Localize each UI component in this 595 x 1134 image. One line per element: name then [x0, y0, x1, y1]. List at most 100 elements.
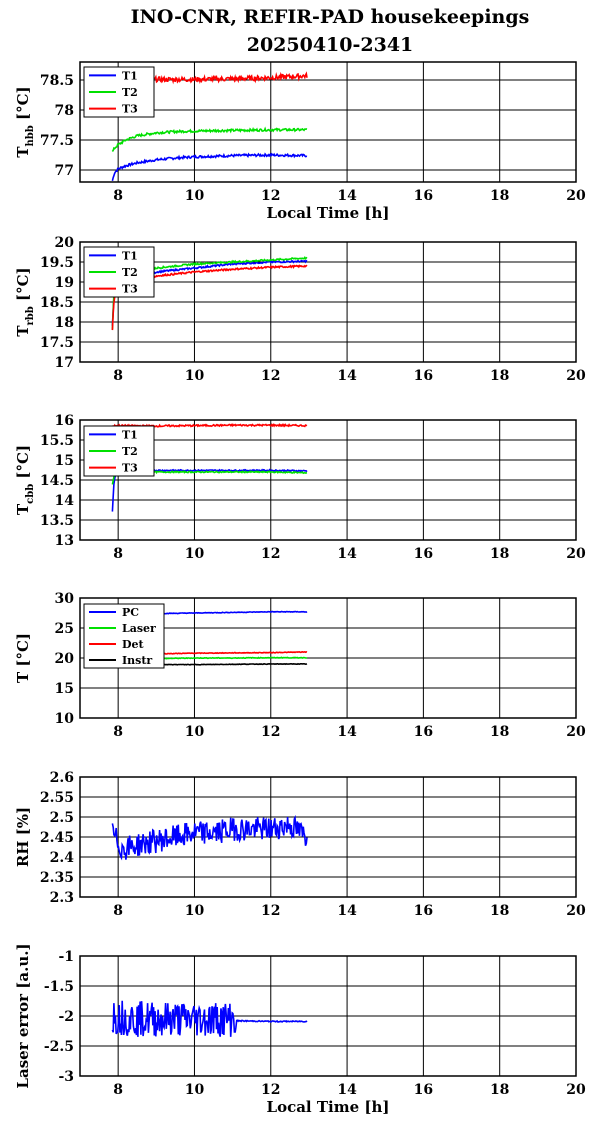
panel-4: 8 10 12 14 16 18 20 10 15 20 25 30 T [°C] PC Laser Det I… [14, 591, 586, 740]
x-tick-label: 18 [490, 1082, 509, 1098]
y-tick-label: -2.5 [44, 1039, 74, 1055]
y-tick-label: 17.5 [40, 335, 74, 351]
x-tick-label: 12 [261, 546, 280, 562]
x-tick-label: 18 [490, 546, 509, 562]
y-axis-label: Thbb [°C] [14, 86, 36, 157]
x-tick-label: 12 [261, 368, 280, 384]
x-tick-label: 18 [490, 368, 509, 384]
x-tick-label: 8 [113, 1082, 123, 1098]
x-tick-label: 12 [261, 903, 280, 919]
x-tick-label: 10 [185, 903, 205, 919]
x-axis-label: Local Time [h] [267, 204, 390, 222]
x-tick-label: 10 [185, 1082, 205, 1098]
y-axis-label: Laser error [a.u.] [14, 943, 32, 1088]
y-tick-label: 18.5 [40, 295, 74, 311]
legend-label: T1 [122, 69, 138, 82]
figure-subtitle: 20250410-2341 [247, 34, 414, 56]
x-tick-label: 10 [185, 724, 205, 740]
plot-frame [79, 61, 577, 183]
legend-label: Det [122, 638, 145, 651]
series-line-data [111, 1000, 308, 1037]
y-tick-label: 16 [55, 413, 74, 429]
y-tick-label: 30 [55, 591, 75, 607]
x-tick-label: 18 [490, 903, 509, 919]
y-tick-label: 20 [55, 235, 75, 251]
y-tick-label: 2.35 [40, 870, 74, 886]
legend: T1 T2 T3 [83, 246, 155, 298]
y-tick-label: 14 [55, 493, 75, 509]
plot-frame [79, 419, 577, 541]
x-tick-label: 14 [337, 1082, 357, 1098]
y-tick-label: 17 [55, 355, 74, 371]
y-axis-label: T [°C] [14, 633, 32, 683]
panel-2: 8 10 12 14 16 18 20 17 17.5 18 18.5 19 19.5 20 Trbb [°… [14, 235, 586, 384]
y-tick-label: 2.5 [50, 810, 74, 826]
legend: T1 T2 T3 [83, 66, 155, 118]
legend-label: Laser [122, 622, 156, 635]
legend-label: T2 [122, 86, 138, 99]
x-tick-label: 16 [414, 546, 433, 562]
y-tick-label: 77.5 [40, 133, 74, 149]
y-tick-label: 2.6 [50, 770, 74, 786]
plot-frame [79, 955, 577, 1077]
plot-frame [79, 776, 577, 898]
x-tick-label: 10 [185, 188, 205, 204]
x-tick-label: 10 [185, 546, 205, 562]
y-tick-label: 20 [55, 651, 75, 667]
y-tick-label: 78.5 [40, 73, 74, 89]
x-tick-label: 12 [261, 1082, 280, 1098]
y-tick-label: 18 [55, 315, 74, 331]
x-tick-label: 20 [566, 188, 586, 204]
series-line-t2 [111, 126, 308, 152]
legend-label: T1 [122, 249, 138, 262]
series-line-data [111, 814, 308, 861]
plot-frame [79, 241, 577, 363]
y-tick-label: 19 [55, 275, 74, 291]
legend-label: T3 [122, 283, 138, 296]
legend-label: T2 [122, 445, 138, 458]
y-tick-label: 2.45 [40, 830, 74, 846]
x-tick-label: 12 [261, 188, 280, 204]
y-tick-label: 77 [55, 163, 74, 179]
y-tick-label: 13.5 [40, 513, 74, 529]
y-tick-label: 2.4 [50, 850, 75, 866]
y-tick-label: -1.5 [44, 979, 74, 995]
x-tick-label: 20 [566, 546, 586, 562]
y-tick-label: 2.55 [40, 790, 74, 806]
x-tick-label: 20 [566, 368, 586, 384]
x-tick-label: 14 [337, 188, 357, 204]
y-tick-label: 2.3 [50, 890, 74, 906]
panel-5: 8 10 12 14 16 18 20 2.3 2.35 2.4 2.45 2.5 2.55 2.6 RH … [14, 770, 586, 919]
x-tick-label: 14 [337, 368, 357, 384]
y-tick-label: 13 [55, 533, 74, 549]
x-tick-label: 20 [566, 1082, 586, 1098]
x-tick-label: 16 [414, 368, 433, 384]
x-tick-label: 20 [566, 724, 586, 740]
x-tick-label: 8 [113, 903, 123, 919]
x-axis-label: Local Time [h] [267, 1098, 390, 1116]
panel-3: 8 10 12 14 16 18 20 13 13.5 14 14.5 15 15.5 16 Tcbb [°… [14, 413, 586, 562]
x-tick-label: 10 [185, 368, 205, 384]
legend-label: Instr [122, 654, 152, 667]
x-tick-label: 8 [113, 368, 123, 384]
legend-label: T2 [122, 266, 138, 279]
legend: PC Laser Det Instr [83, 603, 165, 669]
legend-label: PC [122, 606, 139, 619]
legend: T1 T2 T3 [83, 425, 155, 477]
y-axis-label: Tcbb [°C] [14, 445, 36, 515]
y-tick-label: 15 [55, 681, 74, 697]
y-axis-label: Trbb [°C] [14, 267, 36, 336]
series-line-t1 [111, 152, 308, 181]
y-tick-label: -3 [58, 1069, 74, 1085]
x-tick-label: 20 [566, 903, 586, 919]
y-tick-label: 78 [55, 103, 74, 119]
y-axis-label: RH [%] [14, 807, 32, 867]
x-tick-label: 14 [337, 546, 357, 562]
x-tick-label: 18 [490, 188, 509, 204]
legend-label: T3 [122, 103, 138, 116]
y-tick-label: 15 [55, 453, 74, 469]
x-tick-label: 16 [414, 903, 433, 919]
x-tick-label: 8 [113, 188, 123, 204]
